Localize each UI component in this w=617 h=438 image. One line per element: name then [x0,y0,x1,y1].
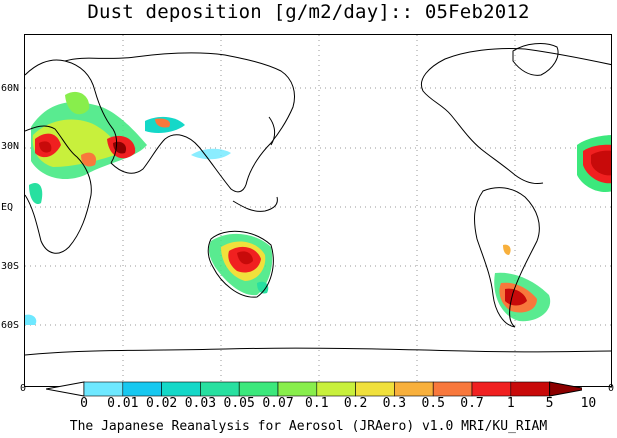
lat-label-60n: 60N [1,83,20,94]
dust-deposition-field [25,91,611,325]
colorbar-tick-label: 0.01 [107,396,139,411]
colorbar-cell [161,381,201,397]
colorbar-tick-label: 0.02 [145,396,178,411]
colorbar-cell [432,381,473,397]
lat-label-eq: EQ [1,202,14,213]
colorbar [46,381,582,397]
colorbar-tick-label: 0 [80,396,88,411]
colorbar-cell [200,381,240,397]
colorbar-tick-label: 10 [580,396,597,411]
lat-label-60s: 60S [1,320,20,331]
colorbar-tick-label: 0.2 [343,396,368,411]
colorbar-tick-label: 0.3 [382,396,407,411]
colorbar-cell [83,381,124,397]
map-grid [25,35,611,386]
colorbar-cell [471,381,512,397]
colorbar-tick-label: 1 [506,396,515,411]
colorbar-arrow-left [46,381,85,397]
colorbar-tick-label: 0.03 [184,396,217,411]
colorbar-cell [238,381,279,397]
coastlines [25,43,611,356]
map-canvas [25,35,611,386]
lon-label-right: 0 [608,383,615,394]
colorbar-arrow-right [549,381,582,397]
world-map [24,34,612,387]
lat-label-30n: 30N [1,141,20,152]
colorbar-cell [510,381,550,397]
lat-label-30s: 30S [1,261,20,272]
colorbar-cell [355,381,395,397]
colorbar-tick-label: 0.05 [223,396,255,411]
colorbar-tick-label: 5 [545,396,554,411]
colorbar-tick-label: 0.7 [460,396,484,411]
lon-label-left: 0 [20,383,27,394]
credit-line: The Japanese Reanalysis for Aerosol (JRA… [69,419,548,434]
colorbar-tick-label: 0.5 [421,396,445,411]
colorbar-cell [394,381,434,397]
colorbar-cells [46,381,582,397]
map-title: Dust deposition [g/m2/day]:: 05Feb2012 [87,1,530,23]
colorbar-cell [316,381,356,397]
colorbar-tick-label: 0.1 [305,396,329,411]
colorbar-cell [277,381,318,397]
colorbar-tick-label: 0.07 [262,396,294,411]
colorbar-cell [122,381,162,397]
